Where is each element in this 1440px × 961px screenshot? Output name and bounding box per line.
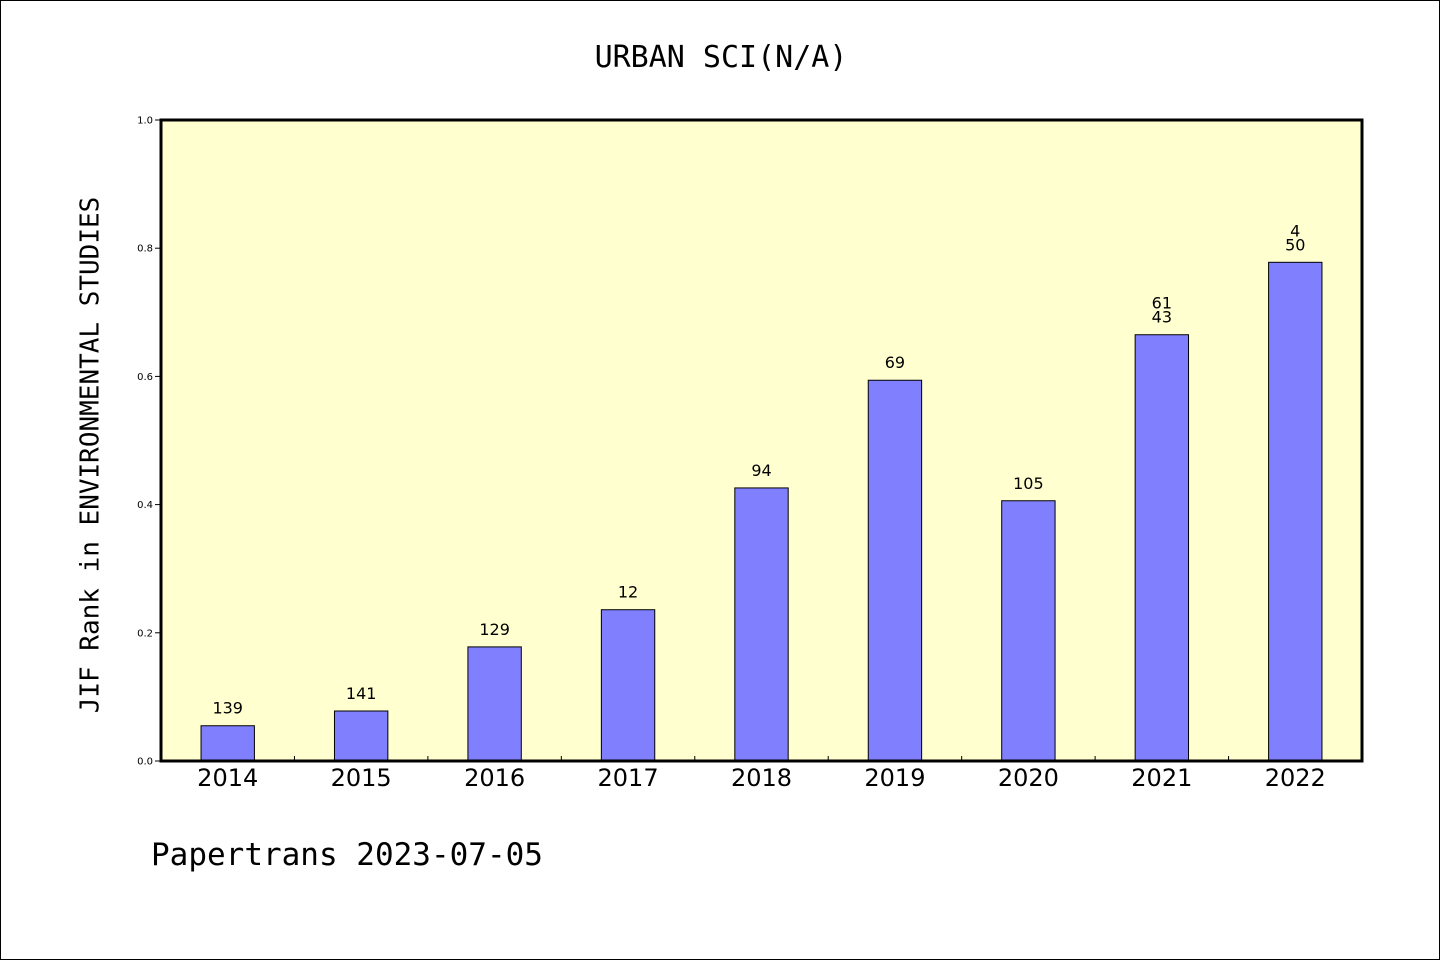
y-tick-label: 0.4 [137, 500, 153, 511]
bar-2021 [1134, 334, 1190, 762]
data-label: 61 [1152, 294, 1172, 313]
data-label: 139 [212, 699, 243, 718]
x-tick-label: 2016 [464, 764, 525, 792]
plot-border [159, 118, 1364, 763]
x-tick-label: 2014 [197, 764, 258, 792]
data-label: 50 [1285, 235, 1305, 254]
y-tick-label: 0.8 [137, 244, 153, 255]
bar-2018 [734, 487, 789, 762]
data-label: 43 [1152, 308, 1172, 327]
data-label: 4 [1290, 221, 1300, 240]
bar-2015 [333, 710, 389, 762]
data-label: 94 [751, 461, 771, 480]
y-tick-label: 1.0 [137, 116, 153, 127]
chart-title: URBAN SCI(N/A) [595, 40, 848, 75]
x-axis-ticks: 2014 2015 2016 2017 2018 2019 2020 2021 2022 [197, 756, 1326, 792]
x-tick-label: 2021 [1131, 764, 1192, 792]
bars-group [200, 261, 1323, 762]
data-label: 141 [346, 684, 377, 703]
y-tick-label: 0.0 [137, 757, 153, 768]
x-tick-label: 2020 [998, 764, 1059, 792]
data-label: 129 [479, 620, 510, 639]
y-tick-label: 0.6 [137, 372, 153, 383]
x-tick-label: 2022 [1265, 764, 1326, 792]
data-label: 105 [1013, 474, 1044, 493]
x-tick-label: 2018 [731, 764, 792, 792]
y-tick-label: 0.2 [137, 628, 153, 639]
data-label: 12 [618, 583, 638, 602]
bar-2022 [1268, 261, 1323, 762]
bar-2017 [600, 609, 656, 762]
x-tick-label: 2015 [331, 764, 392, 792]
x-tick-label: 2019 [864, 764, 925, 792]
data-label: 69 [885, 353, 905, 372]
bar-2016 [467, 646, 522, 762]
bar-2020 [1001, 500, 1056, 762]
y-axis-ticks: 0.0 0.2 0.4 0.6 0.8 1.0 [137, 116, 161, 768]
y-axis-label: JIF Rank in ENVIRONMENTAL STUDIES [76, 197, 106, 714]
footer-credit: Papertrans 2023-07-05 [151, 837, 543, 873]
bar-2019 [867, 379, 923, 762]
x-tick-label: 2017 [598, 764, 659, 792]
bar-2014 [200, 725, 255, 762]
